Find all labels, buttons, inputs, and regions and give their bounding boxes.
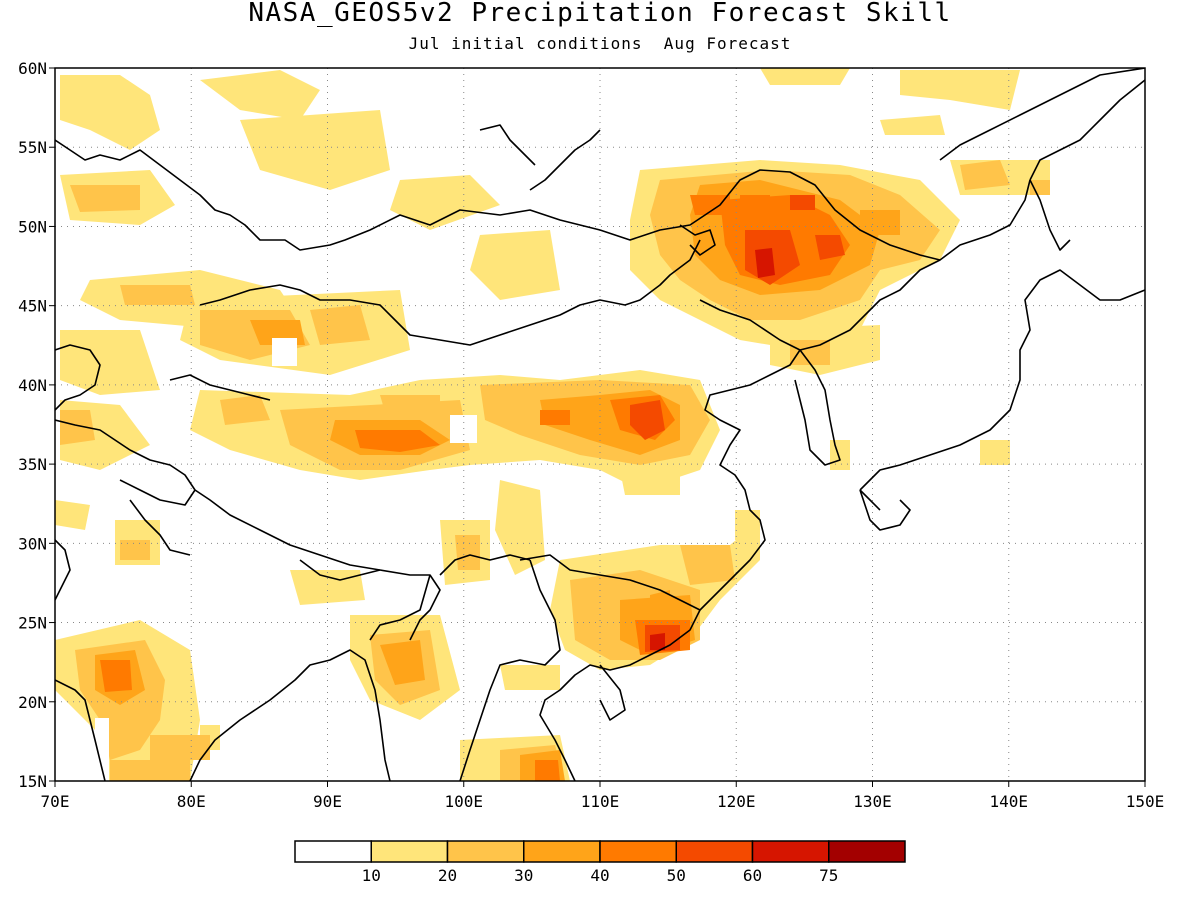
lon-tick-label: 90E [313,792,342,811]
lat-tick-label: 50N [18,217,47,236]
lon-tick-label: 150E [1126,792,1165,811]
lat-tick-label: 30N [18,534,47,553]
lat-tick-labels: 15N 20N 25N 30N 35N 40N 45N 50N 55N 60N [18,59,47,791]
lat-tick-label: 60N [18,59,47,78]
lon-tick-label: 130E [853,792,892,811]
skill-field-layer [55,68,1050,781]
lat-tick-label: 40N [18,376,47,395]
colorbar-swatch [599,840,677,863]
colorbar-swatch [294,840,372,863]
colorbar-label: 60 [743,866,762,885]
map-title: NASA_GEOS5v2 Precipitation Forecast Skil… [248,0,952,28]
colorbar [294,840,906,863]
colorbar-swatch [675,840,754,863]
colorbar-swatch [751,840,830,863]
colorbar-label: 20 [438,866,457,885]
colorbar-swatch [828,840,906,863]
lat-tick-label: 20N [18,693,47,712]
lon-tick-label: 140E [989,792,1028,811]
colorbar-labels: 10 20 30 40 50 60 75 [362,866,839,885]
colorbar-label: 75 [819,866,838,885]
lat-tick-label: 55N [18,138,47,157]
lon-tick-label: 120E [717,792,756,811]
lat-tick-label: 45N [18,297,47,316]
lon-tick-label: 110E [581,792,620,811]
colorbar-swatch [446,840,525,863]
colorbar-label: 40 [590,866,609,885]
skill-level-6 [650,248,775,650]
colorbar-label: 50 [667,866,686,885]
lat-tick-label: 15N [18,772,47,791]
graticule [55,68,1145,781]
colorbar-label: 30 [514,866,533,885]
colorbar-swatch [523,840,601,863]
lat-tick-label: 25N [18,614,47,633]
lon-tick-label: 80E [177,792,206,811]
axis-ticks [49,67,1146,787]
colorbar-label: 10 [362,866,381,885]
colorbar-swatch [370,840,449,863]
coastlines-and-borders [55,68,1145,781]
missing-data-gaps [56,338,477,781]
lon-tick-label: 100E [444,792,483,811]
map-subtitle: Jul initial conditions Aug Forecast [408,34,792,53]
lat-tick-label: 35N [18,455,47,474]
lon-tick-label: 70E [41,792,70,811]
lon-tick-labels: 70E 80E 90E 100E 110E 120E 130E 140E 150E [41,792,1165,811]
